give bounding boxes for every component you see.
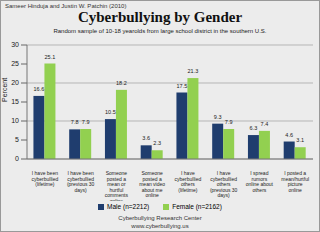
svg-text:7.4: 7.4: [261, 121, 269, 127]
svg-text:9.3: 9.3: [214, 114, 222, 120]
svg-text:10: 10: [11, 117, 19, 124]
svg-text:10.5: 10.5: [105, 109, 116, 115]
svg-text:30: 30: [11, 41, 19, 48]
svg-text:I have beencyberbullied(previo: I have beencyberbullied(previous 30days): [67, 170, 95, 193]
svg-text:18.2: 18.2: [116, 80, 127, 86]
html-text:www.cyberbullying.us: www.cyberbullying.us: [131, 223, 189, 229]
html-text:Random sample of 10-18 yearold: Random sample of 10-18 yearolds from lar…: [53, 28, 267, 34]
svg-text:2.3: 2.3: [153, 140, 161, 146]
html-text:Cyberbullying Research Center: Cyberbullying Research Center: [118, 215, 202, 221]
svg-text:15: 15: [11, 98, 19, 105]
svg-text:I spreadrumorsonline aboutothe: I spreadrumorsonline aboutothers: [246, 170, 274, 193]
svg-text:3.6: 3.6: [142, 135, 150, 141]
svg-text:4.6: 4.6: [285, 132, 293, 138]
svg-text:Percent: Percent: [8, 78, 9, 102]
html-text:Cyberbullying by Gender: Cyberbullying by Gender: [77, 9, 243, 25]
svg-text:16.6: 16.6: [34, 86, 45, 92]
svg-text:7.9: 7.9: [225, 119, 233, 125]
html-text:Male (n=2212): Male (n=2212): [107, 203, 150, 210]
svg-text:I have beencyberbullied(lifeti: I have beencyberbullied(lifetime): [32, 170, 59, 187]
svg-text:0: 0: [15, 155, 19, 162]
svg-text:3.1: 3.1: [296, 137, 304, 143]
html-text:Sameer Hinduja and Justin W. P: Sameer Hinduja and Justin W. Patchin (20…: [5, 3, 127, 9]
svg-text:25.1: 25.1: [45, 54, 56, 60]
svg-text:6.3: 6.3: [250, 125, 258, 131]
html-text:Female (n=2162): Female (n=2162): [172, 203, 222, 210]
svg-text:I havecyberbulliedothers(lifet: I havecyberbulliedothers(lifetime): [175, 170, 202, 193]
svg-text:5: 5: [15, 136, 19, 143]
svg-text:Someoneposted amean orhurtfulc: Someoneposted amean orhurtfulcommentsonl…: [105, 170, 129, 201]
svg-text:20: 20: [11, 79, 19, 86]
svg-text:25: 25: [11, 60, 19, 67]
svg-text:I posted amean/hurtfulpictureo: I posted amean/hurtfulpictureonline: [281, 170, 309, 193]
svg-text:I havecyberbulliedothers(previ: I havecyberbulliedothers(previous 30days…: [210, 170, 238, 198]
svg-text:21.3: 21.3: [188, 68, 199, 74]
svg-text:17.5: 17.5: [177, 83, 188, 89]
svg-text:7.8: 7.8: [71, 119, 79, 125]
svg-text:Someoneposted amean videoabout: Someoneposted amean videoabout meonline: [139, 170, 165, 198]
svg-text:7.9: 7.9: [82, 119, 90, 125]
